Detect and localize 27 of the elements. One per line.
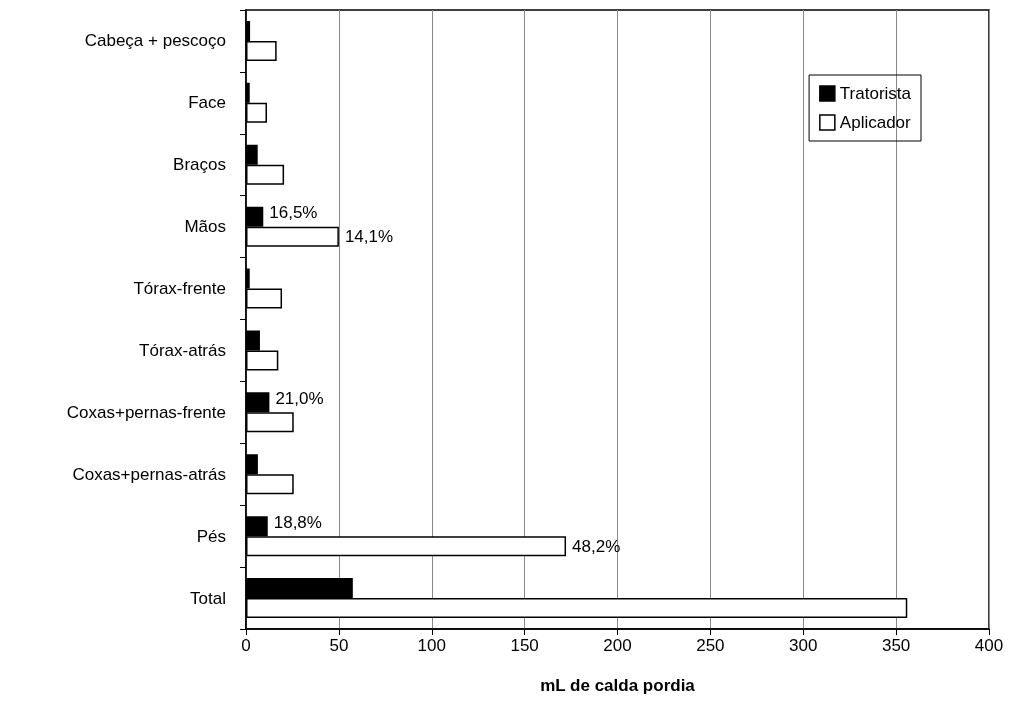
annotation: 14,1% [344,227,394,247]
y-tick-label: Cabeça + pescoço [84,31,226,51]
x-tick-label: 300 [789,636,818,655]
x-tick-label: 0 [241,636,251,655]
y-tick-label: Tórax-atrás [139,340,226,360]
y-tick-label: Coxas+pernas-atrás [72,464,226,484]
annotation: 21,0% [275,388,324,408]
x-tick-label: 100 [417,636,446,655]
x-axis-title: mL de calda pordia [540,676,696,695]
x-tick-label: 400 [974,636,1004,655]
legend-label: Tratorista [839,84,912,103]
annotation: 16,5% [269,203,318,223]
y-tick-label: Total [190,588,226,608]
y-tick-label: Face [188,93,226,113]
y-tick-label: Tórax-frente [133,279,226,299]
y-tick-label: Mãos [184,217,226,237]
y-tick-label: Pés [196,526,226,546]
annotation: 48,2% [572,536,621,556]
y-tick-label: Braços [173,155,226,175]
x-tick-label: 50 [329,636,349,655]
legend-label: Aplicador [839,113,912,132]
y-tick-label: Coxas+pernas-frente [66,402,226,422]
x-tick-label: 250 [696,636,725,655]
x-tick-label: 150 [510,636,539,655]
x-tick-label: 350 [881,636,911,655]
annotation: 18,8% [273,512,322,532]
x-tick-label: 200 [603,636,632,655]
